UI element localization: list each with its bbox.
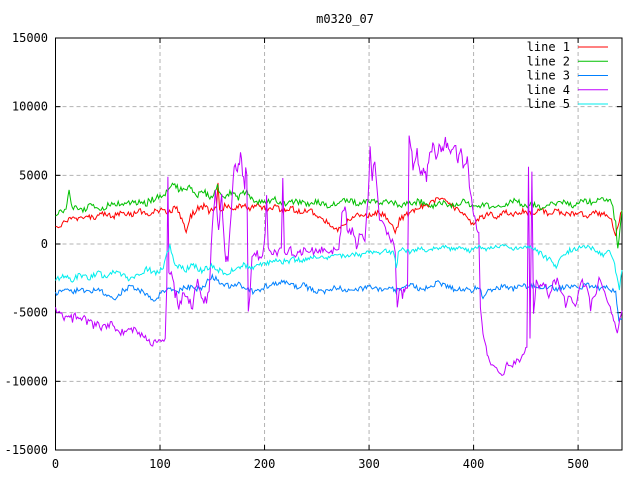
tick-labels: 0 100 200 300 400 500 -15000 -10000 -5000 0 5000 10…: [5, 31, 589, 471]
legend-label-3: line 3: [527, 69, 570, 83]
y-tick-label: 15000: [12, 31, 48, 45]
y-tick-label: -15000: [5, 443, 48, 457]
tick-marks: [55, 37, 622, 451]
x-tick-label: 0: [52, 457, 59, 471]
y-tick-label: -5000: [12, 306, 48, 320]
series-line-1: [55, 182, 623, 237]
data-series: [55, 135, 623, 376]
x-tick-label: 200: [254, 457, 276, 471]
x-tick-label: 400: [463, 457, 485, 471]
x-tick-label: 100: [149, 457, 171, 471]
series-line-2: [55, 182, 623, 249]
y-tick-label: 5000: [19, 168, 48, 182]
y-tick-label: 10000: [12, 100, 48, 114]
x-tick-label: 300: [358, 457, 380, 471]
legend-label-4: line 4: [527, 83, 570, 97]
x-tick-label: 500: [567, 457, 589, 471]
series-line-4: [55, 135, 623, 376]
legend-label-1: line 1: [527, 40, 570, 54]
y-tick-label: -10000: [5, 374, 48, 388]
legend-label-5: line 5: [527, 97, 570, 111]
series-line-3: [55, 272, 623, 322]
chart-title: m0320_07: [316, 12, 374, 26]
y-tick-label: 0: [41, 237, 48, 251]
legend-label-2: line 2: [527, 54, 570, 68]
series-line-5: [55, 243, 623, 291]
